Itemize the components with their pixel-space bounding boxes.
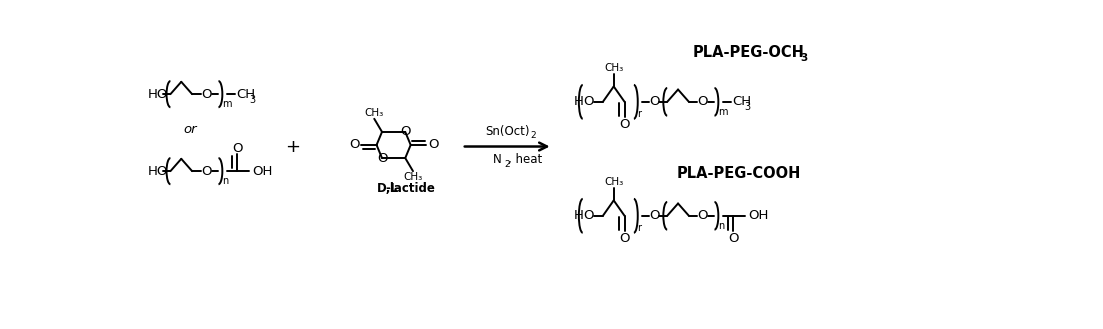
Text: O: O	[428, 139, 438, 151]
Text: n: n	[718, 221, 725, 231]
Text: O: O	[619, 118, 630, 131]
Text: D,L: D,L	[376, 182, 398, 195]
Text: 3: 3	[801, 53, 808, 63]
Text: O: O	[400, 125, 410, 138]
Text: O: O	[583, 209, 595, 222]
Text: Sn(Oct): Sn(Oct)	[485, 125, 529, 138]
Text: CH₃: CH₃	[604, 177, 623, 187]
Text: m: m	[718, 107, 728, 117]
Text: r: r	[636, 109, 641, 119]
Text: O: O	[201, 88, 212, 101]
Text: O: O	[649, 209, 660, 222]
Text: O: O	[649, 95, 660, 108]
Text: H: H	[574, 95, 583, 108]
Text: CH₃: CH₃	[404, 172, 422, 182]
Text: O: O	[377, 152, 387, 165]
Text: 2: 2	[504, 160, 510, 169]
Text: n: n	[223, 176, 228, 186]
Text: OH: OH	[748, 209, 768, 222]
Text: O: O	[201, 164, 212, 178]
Text: CH: CH	[732, 95, 751, 108]
Text: PLA-PEG-COOH: PLA-PEG-COOH	[676, 166, 801, 181]
Text: PLA-PEG-OCH: PLA-PEG-OCH	[693, 45, 804, 60]
Text: O: O	[697, 209, 707, 222]
Text: N: N	[493, 153, 502, 166]
Text: 3: 3	[743, 102, 750, 112]
Text: O: O	[619, 232, 630, 245]
Text: HO: HO	[148, 164, 169, 178]
Text: O: O	[232, 141, 243, 155]
Text: m: m	[223, 99, 232, 109]
Text: OH: OH	[251, 164, 272, 178]
Text: -lactide: -lactide	[386, 182, 436, 195]
Text: HO: HO	[148, 88, 169, 101]
Text: H: H	[574, 209, 583, 222]
Text: , heat: , heat	[508, 153, 543, 166]
Text: O: O	[583, 95, 595, 108]
Text: or: or	[184, 123, 197, 136]
Text: CH: CH	[236, 88, 256, 101]
Text: +: +	[286, 138, 300, 156]
Text: CH₃: CH₃	[365, 108, 384, 118]
Text: 2: 2	[531, 131, 536, 140]
Text: 3: 3	[249, 94, 256, 105]
Text: O: O	[697, 95, 707, 108]
Text: CH₃: CH₃	[604, 63, 623, 73]
Text: O: O	[728, 232, 738, 245]
Text: O: O	[349, 139, 360, 151]
Text: r: r	[636, 223, 641, 233]
